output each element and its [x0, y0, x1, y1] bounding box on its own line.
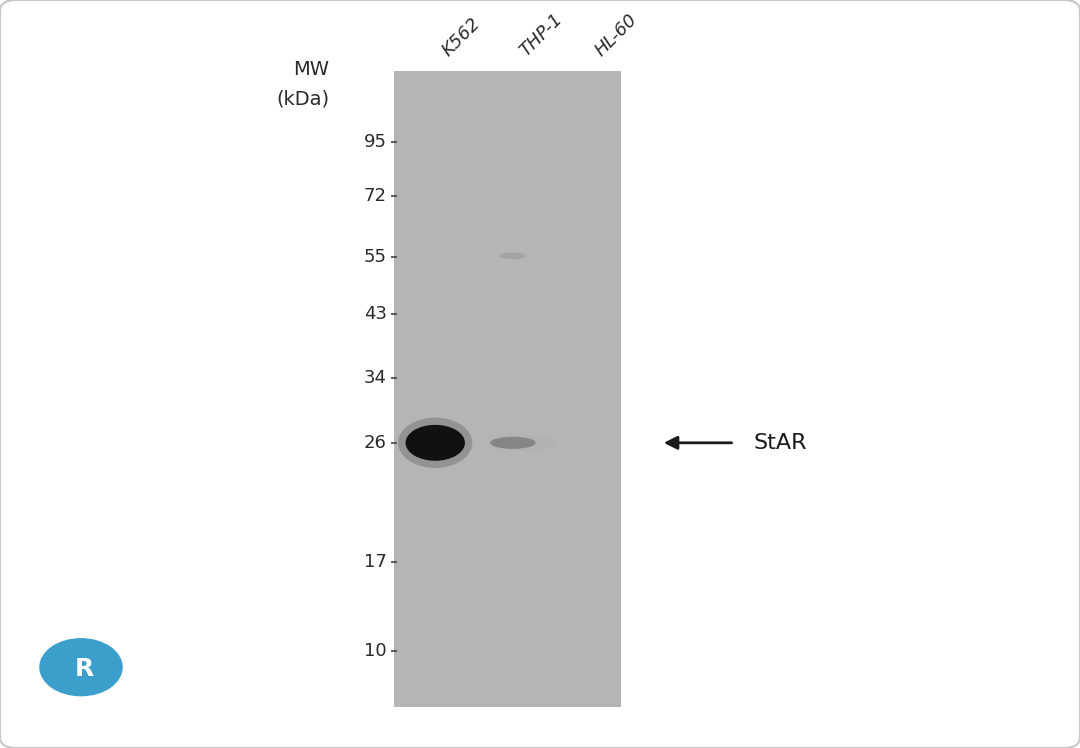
Text: MW: MW: [294, 60, 329, 79]
Text: 43: 43: [364, 305, 387, 323]
Text: StAR: StAR: [754, 433, 808, 453]
Text: 95: 95: [364, 133, 387, 151]
Text: (kDa): (kDa): [276, 90, 329, 108]
Ellipse shape: [399, 417, 472, 468]
Text: K562: K562: [438, 14, 484, 60]
Text: 34: 34: [364, 369, 387, 387]
Text: 10: 10: [364, 642, 387, 660]
Ellipse shape: [490, 437, 536, 449]
Text: R: R: [75, 657, 94, 681]
Text: 72: 72: [364, 187, 387, 205]
Text: 55: 55: [364, 248, 387, 266]
Text: THP-1: THP-1: [516, 10, 566, 60]
Text: 17: 17: [364, 554, 387, 571]
Ellipse shape: [487, 435, 555, 450]
Circle shape: [40, 639, 122, 696]
Ellipse shape: [406, 425, 464, 461]
Bar: [394, 71, 621, 707]
Ellipse shape: [499, 253, 527, 260]
Text: 26: 26: [364, 434, 387, 452]
Text: HL-60: HL-60: [592, 10, 642, 60]
